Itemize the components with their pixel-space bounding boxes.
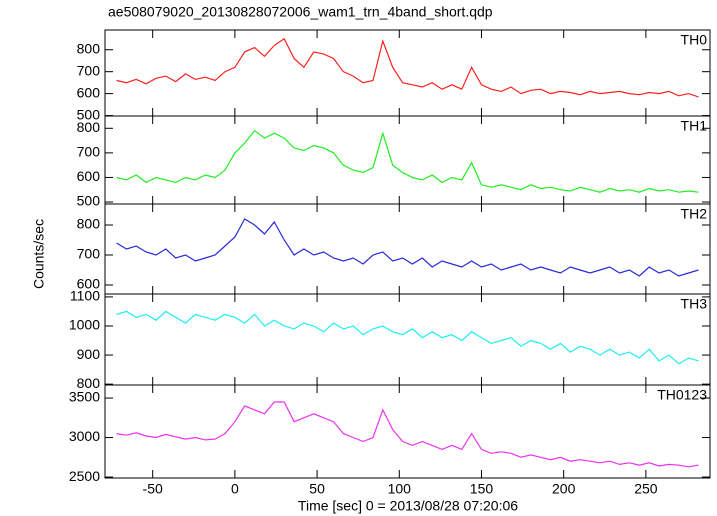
y-tick-label: 600 [77, 84, 101, 100]
y-tick-label: 1100 [70, 288, 100, 304]
panel-frame [104, 29, 711, 117]
y-tick-label: 800 [77, 40, 101, 56]
y-tick-label: 500 [77, 193, 101, 209]
data-line [116, 401, 699, 468]
x-tick-label: 100 [388, 481, 412, 497]
panel-label: TH3 [681, 296, 708, 312]
y-tick-label: 800 [77, 119, 101, 135]
data-line [116, 218, 699, 277]
y-tick-label: 700 [77, 246, 101, 262]
x-axis-label: Time [sec] 0 = 2013/08/28 07:20:06 [298, 498, 518, 514]
y-tick-label: 700 [77, 144, 101, 160]
x-tick-label: -50 [143, 481, 163, 497]
x-tick-label: 50 [309, 481, 325, 497]
y-tick-label: 600 [77, 276, 101, 292]
data-line [116, 310, 699, 365]
y-tick-label: 2500 [69, 468, 100, 484]
y-tick-label: 800 [77, 375, 101, 391]
y-axis-label: Counts/sec [31, 219, 47, 289]
y-tick-label: 3500 [69, 389, 100, 405]
y-tick-label: 500 [77, 106, 101, 122]
y-tick-label: 1000 [69, 317, 100, 333]
x-tick-label: 250 [634, 481, 658, 497]
panel-frame [104, 384, 711, 479]
x-tick-label: 150 [470, 481, 494, 497]
panel-frame [104, 293, 711, 386]
chart-title: ae508079020_20130828072006_wam1_trn_4ban… [108, 4, 493, 20]
y-tick-label: 900 [77, 346, 101, 362]
data-line [116, 129, 699, 193]
y-tick-label: 800 [77, 216, 101, 232]
panel-label: TH2 [681, 206, 708, 222]
panel-frame [104, 203, 711, 295]
x-tick-label: 0 [231, 481, 239, 497]
panel-label: TH0123 [657, 387, 707, 403]
panel-label: TH1 [681, 118, 708, 134]
y-tick-label: 600 [77, 168, 101, 184]
y-tick-label: 3000 [69, 428, 100, 444]
x-tick-label: 200 [552, 481, 576, 497]
y-tick-label: 700 [77, 62, 101, 78]
data-line [116, 37, 699, 98]
panel-label: TH0 [681, 32, 708, 48]
